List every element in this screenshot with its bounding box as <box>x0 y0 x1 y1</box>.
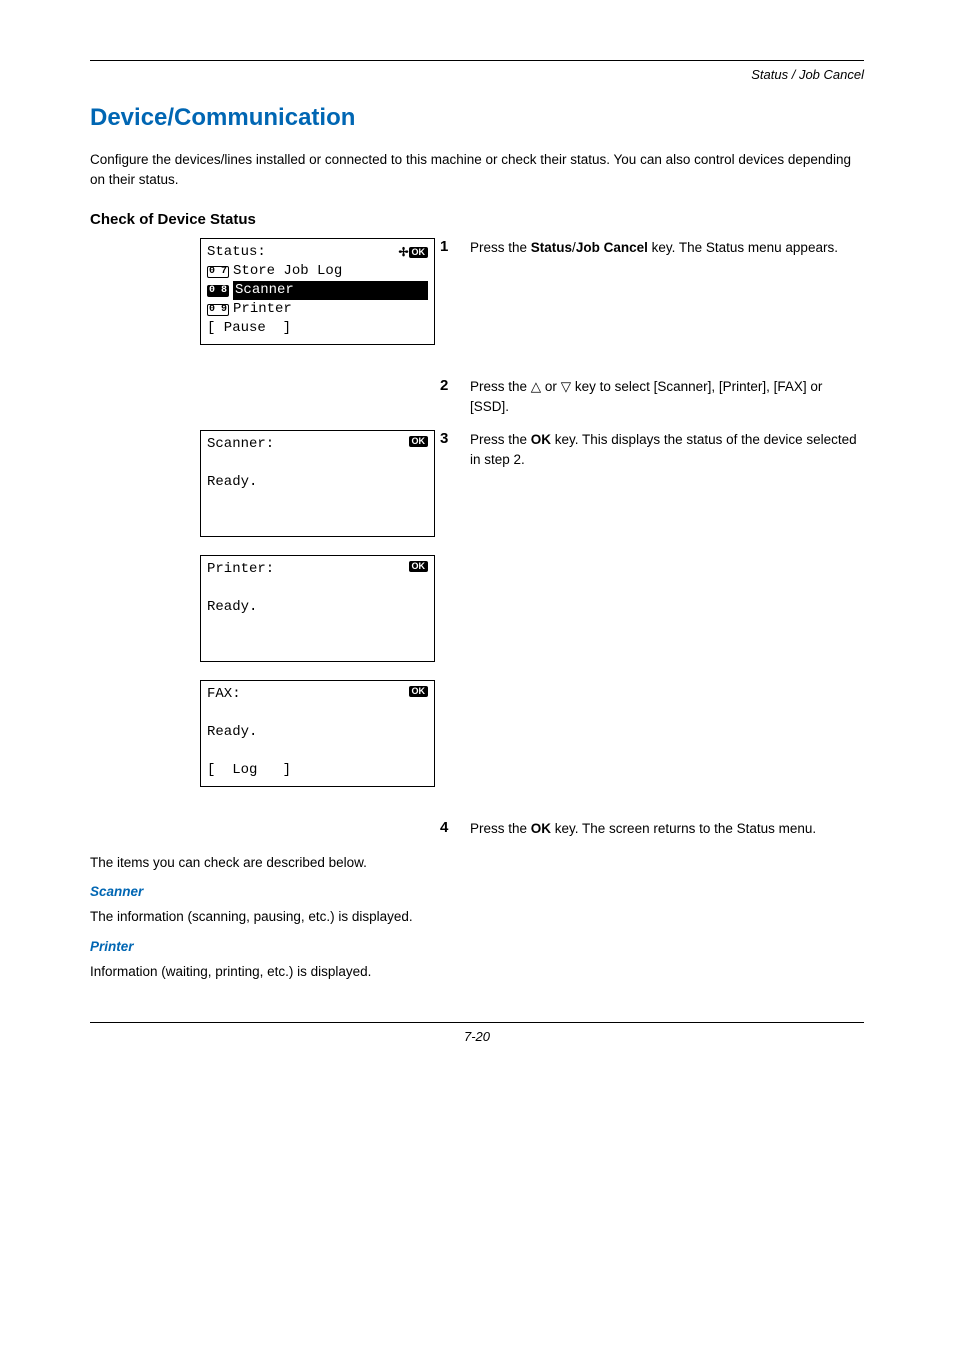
lcd-fax-blank2 <box>207 742 428 761</box>
step-4-number: 4 <box>440 819 454 839</box>
lcd-scanner-blank3 <box>207 511 428 530</box>
ok-icon: OK <box>409 247 429 258</box>
item-number-09: 0 9 <box>207 304 229 316</box>
step-3-text: 3 Press the OK key. This displays the st… <box>440 430 864 469</box>
page: Status / Job Cancel Device/Communication… <box>0 0 954 1084</box>
lcd-fax-body: Ready. <box>207 723 428 742</box>
item-number-07: 0 7 <box>207 266 229 278</box>
step-4-row: 4 Press the OK key. The screen returns t… <box>90 819 864 839</box>
s1-b2: Job Cancel <box>576 240 648 255</box>
printer-body: Information (waiting, printing, etc.) is… <box>90 962 864 982</box>
footer: 7-20 <box>90 1022 864 1044</box>
lcd-status-title: Status: <box>207 243 428 262</box>
s1-b1: Status <box>531 240 572 255</box>
lcd-scanner-title: Scanner: <box>207 435 428 454</box>
ok-icon: OK <box>409 561 429 572</box>
lcd-printer-blank2 <box>207 617 428 636</box>
step-1-text: 1 Press the Status/Job Cancel key. The S… <box>440 238 864 258</box>
lcd-scanner-body: Ready. <box>207 473 428 492</box>
s3-b: OK <box>531 432 551 447</box>
step-1-number: 1 <box>440 238 454 258</box>
lcd-printer-title: Printer: <box>207 560 428 579</box>
step-3-number: 3 <box>440 430 454 469</box>
step-4-body: Press the OK key. The screen returns to … <box>470 819 816 839</box>
s4-pre: Press the <box>470 821 531 836</box>
ok-icon: OK <box>409 686 429 697</box>
lcd-status-softkey: [ Pause ] <box>207 319 428 338</box>
scanner-heading: Scanner <box>90 884 864 899</box>
s4-b: OK <box>531 821 551 836</box>
top-rule <box>90 60 864 61</box>
lcd-scanner-top-icons: OK <box>409 436 429 447</box>
s1-post: key. The Status menu appears. <box>648 240 838 255</box>
s3-pre: Press the <box>470 432 531 447</box>
lcd-scanner-wrapper: OK Scanner: Ready. OK Printer: Ready. <box>90 430 440 805</box>
lcd-fax-top-icons: OK <box>409 686 429 697</box>
section-title: Device/Communication <box>90 104 864 132</box>
s2-pre: Press the <box>470 379 531 394</box>
scanner-body: The information (scanning, pausing, etc.… <box>90 907 864 927</box>
step-2-row: 2 Press the △ or ▽ key to select [Scanne… <box>90 377 864 416</box>
ok-icon: OK <box>409 436 429 447</box>
printer-heading: Printer <box>90 939 864 954</box>
lcd-printer-blank1 <box>207 579 428 598</box>
lcd-fax-softkey: [ Log ] <box>207 761 428 780</box>
sub-title: Check of Device Status <box>90 211 864 228</box>
up-triangle-icon: △ <box>531 379 541 394</box>
lcd-fax: OK FAX: Ready. [ Log ] <box>200 680 435 787</box>
lcd-status-top-icons: ✢ OK <box>398 244 428 260</box>
lcd-printer-top-icons: OK <box>409 561 429 572</box>
intro-paragraph: Configure the devices/lines installed or… <box>90 150 864 189</box>
s1-pre: Press the <box>470 240 531 255</box>
nav-arrows-icon: ✢ <box>398 244 406 260</box>
step-3-row: OK Scanner: Ready. OK Printer: Ready. <box>90 430 864 805</box>
item-label-09: Printer <box>233 300 292 319</box>
step-4-text: 4 Press the OK key. The screen returns t… <box>440 819 864 839</box>
lcd-status-wrapper: ✢ OK Status: 0 7 Store Job Log 0 8 Scann… <box>90 238 440 363</box>
step-2-number: 2 <box>440 377 454 416</box>
lcd-printer-body: Ready. <box>207 598 428 617</box>
s4-post: key. The screen returns to the Status me… <box>551 821 816 836</box>
lcd-status-item-9: 0 9 Printer <box>207 300 428 319</box>
running-head: Status / Job Cancel <box>90 67 864 82</box>
item-label-07: Store Job Log <box>233 262 342 281</box>
lcd-printer: OK Printer: Ready. <box>200 555 435 662</box>
item-label-08: Scanner <box>233 281 428 300</box>
lcd-status-item-8: 0 8 Scanner <box>207 281 428 300</box>
page-number: 7-20 <box>464 1029 490 1044</box>
step-2-text: 2 Press the △ or ▽ key to select [Scanne… <box>440 377 864 416</box>
lcd-scanner: OK Scanner: Ready. <box>200 430 435 537</box>
step-1-row: ✢ OK Status: 0 7 Store Job Log 0 8 Scann… <box>90 238 864 363</box>
below-intro: The items you can check are described be… <box>90 853 864 873</box>
lcd-status: ✢ OK Status: 0 7 Store Job Log 0 8 Scann… <box>200 238 435 345</box>
lcd-scanner-blank1 <box>207 454 428 473</box>
lcd-printer-blank3 <box>207 636 428 655</box>
step-1-body: Press the Status/Job Cancel key. The Sta… <box>470 238 838 258</box>
lcd-fax-blank1 <box>207 704 428 723</box>
lcd-fax-title: FAX: <box>207 685 428 704</box>
step-3-body: Press the OK key. This displays the stat… <box>470 430 864 469</box>
s2-mid: or <box>541 379 561 394</box>
down-triangle-icon: ▽ <box>561 379 571 394</box>
lcd-scanner-blank2 <box>207 492 428 511</box>
lcd-status-item-7: 0 7 Store Job Log <box>207 262 428 281</box>
step-2-body: Press the △ or ▽ key to select [Scanner]… <box>470 377 864 416</box>
item-number-08: 0 8 <box>207 285 229 297</box>
